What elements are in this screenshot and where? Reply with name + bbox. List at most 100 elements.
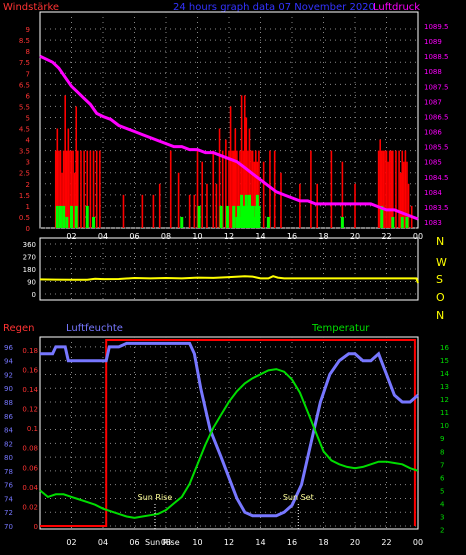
gust-bar xyxy=(340,216,344,228)
time-tick-label: 12 xyxy=(224,232,234,241)
direction-compass-label: S xyxy=(436,273,443,286)
rain-axis-ticks: 0 0.02 0.04 0.06 0.08 0.1 0.12 0.14 0.16 0.18 xyxy=(22,347,38,531)
direction-compass-label: N xyxy=(436,309,444,322)
time-tick-label-bottom: 14 xyxy=(255,538,265,547)
wind-bar xyxy=(95,150,98,228)
humidity-tick-label: 86 xyxy=(4,413,13,421)
wind-bar xyxy=(65,150,68,228)
wind-bar xyxy=(67,128,70,228)
time-tick-label: 08 xyxy=(161,232,171,241)
time-axis-ticks: 02 04 06 08 10 12 14 16 18 20 22 00 xyxy=(66,232,423,241)
wind-bar xyxy=(169,150,172,228)
wind-tick-label: 7 xyxy=(26,70,30,78)
wind-bar xyxy=(269,150,271,228)
gust-bar xyxy=(55,205,59,228)
wind-bar xyxy=(248,128,251,228)
wind-tick-label: 3.5 xyxy=(19,148,30,156)
wind-bar xyxy=(70,150,73,228)
wind-bar xyxy=(122,194,125,228)
wind-bar xyxy=(77,150,79,228)
pressure-tick-label: 1089.5 xyxy=(424,23,449,31)
pressure-tick-label: 1088.5 xyxy=(424,53,449,61)
wind-bar xyxy=(280,172,282,228)
rain-tick-label: 0.08 xyxy=(22,445,38,453)
wind-bar xyxy=(390,150,393,228)
temperature-tick-label: 15 xyxy=(440,357,449,365)
wind-tick-label: 4 xyxy=(26,137,31,145)
gust-bar xyxy=(391,216,395,228)
rain-axis-title: Regen xyxy=(3,323,35,334)
wind-bar xyxy=(392,150,394,228)
wind-bar xyxy=(229,106,232,228)
wind-bar xyxy=(388,150,391,228)
direction-compass-label: N xyxy=(436,235,444,248)
time-tick-label: 04 xyxy=(98,232,108,241)
gust-bar xyxy=(405,216,409,228)
time-tick-label-bottom: 06 xyxy=(129,538,139,547)
temperature-tick-label: 7 xyxy=(440,461,444,469)
gust-bar xyxy=(249,205,253,228)
wind-bar xyxy=(188,194,191,228)
time-tick-label: 10 xyxy=(192,232,202,241)
temperature-line xyxy=(39,368,419,519)
rain-line xyxy=(40,339,416,527)
wind-bar xyxy=(245,117,248,228)
wind-bar xyxy=(403,161,405,228)
wind-bar xyxy=(310,150,312,228)
time-tick-label-bottom: 08 xyxy=(161,538,171,547)
pressure-tick-label: 1087 xyxy=(424,98,442,106)
pressure-tick-label: 1087.5 xyxy=(424,83,449,91)
gust-bar xyxy=(246,205,250,228)
gust-bar xyxy=(241,205,245,228)
temperature-tick-label: 10 xyxy=(440,422,449,430)
wind-bar xyxy=(377,150,380,228)
pressure-tick-label: 1083 xyxy=(424,219,442,227)
pressure-tick-label: 1085.5 xyxy=(424,144,449,152)
gust-bar xyxy=(244,194,248,228)
wind-tick-label: 6 xyxy=(26,92,31,100)
direction-compass-label: W xyxy=(436,256,447,269)
wind-bar xyxy=(385,150,388,228)
rain-tick-label: 0.18 xyxy=(22,347,38,355)
wind-bar xyxy=(80,150,82,228)
gust-bar xyxy=(232,205,236,228)
pressure-tick-label: 1085 xyxy=(424,159,442,167)
wind-bar xyxy=(225,139,227,228)
temperature-tick-label: 11 xyxy=(440,409,449,417)
gust-bars xyxy=(55,194,409,228)
time-tick-label: 16 xyxy=(287,232,297,241)
gust-bar xyxy=(238,216,242,228)
direction-compass-label: O xyxy=(436,291,445,304)
wind-bar xyxy=(247,150,249,228)
gust-bar xyxy=(380,205,384,228)
temperature-tick-label: 5 xyxy=(440,487,444,495)
temperature-tick-label: 12 xyxy=(440,396,449,404)
wind-bar xyxy=(69,150,71,228)
wind-bar xyxy=(258,150,260,228)
rain-tick-label: 0.04 xyxy=(22,484,38,492)
wind-bar xyxy=(193,194,196,228)
wind-bar xyxy=(56,128,59,228)
temperature-tick-label: 13 xyxy=(440,383,449,391)
rain-tick-label: 0.14 xyxy=(22,386,38,394)
wind-bar xyxy=(215,183,218,228)
panel3-grid xyxy=(40,337,418,529)
wind-bar xyxy=(330,150,333,228)
time-axis-ticks-bottom: 02 04 06 08 10 12 14 16 18 20 22 00 xyxy=(66,538,423,547)
temperature-tick-label: 16 xyxy=(440,344,449,352)
temperature-tick-label: 3 xyxy=(440,513,444,521)
time-tick-label-bottom: 10 xyxy=(192,538,202,547)
gust-bar xyxy=(74,205,78,228)
time-tick-label: 14 xyxy=(255,232,265,241)
humidity-tick-label: 94 xyxy=(4,358,13,366)
wind-bar xyxy=(387,161,389,228)
wind-tick-label: 1 xyxy=(26,203,30,211)
pressure-tick-label: 1089 xyxy=(424,38,442,46)
wind-bar xyxy=(221,150,224,228)
wind-bar xyxy=(141,194,144,228)
wind-bar xyxy=(83,150,85,228)
wind-tick-label: 2 xyxy=(26,181,30,189)
temperature-tick-label: 2 xyxy=(440,527,444,535)
humidity-axis-title: Luftfeuchte xyxy=(66,323,123,334)
sunrise-bottom-label: Sun Rise xyxy=(145,538,180,547)
